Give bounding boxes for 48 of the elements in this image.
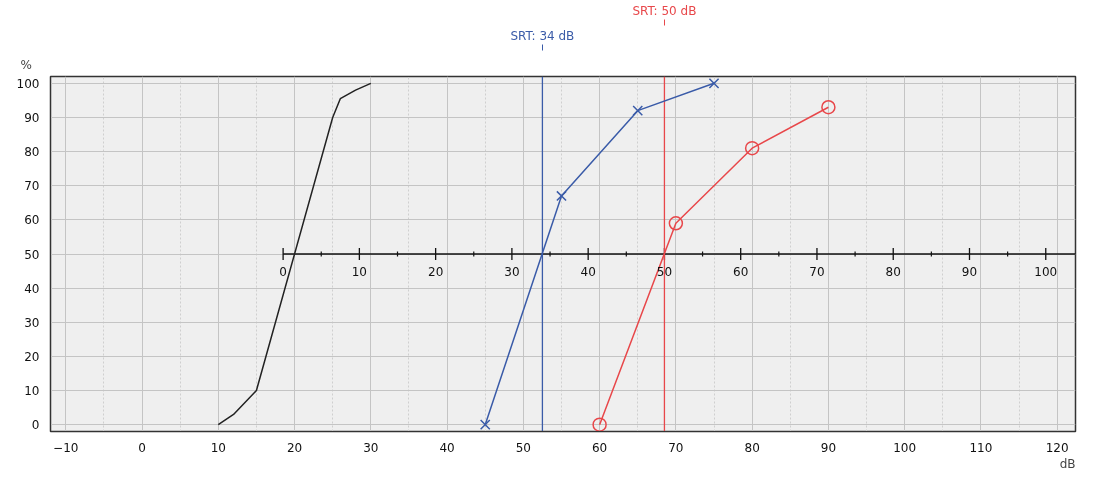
x2-tick-label: 100 [1034, 265, 1058, 279]
x-tick-label: 110 [969, 440, 993, 455]
ref-line-label: SRT: 34 dB [510, 28, 575, 43]
y-axis-title: % [20, 57, 32, 72]
y-tick-label: 100 [16, 76, 40, 91]
x-tick-label: 20 [286, 440, 303, 455]
point [668, 216, 684, 231]
x-tick-label: 10 [210, 440, 226, 455]
y-tick-label: 90 [24, 110, 40, 125]
x-tick-label: 50 [515, 440, 531, 455]
point [556, 190, 567, 202]
x-tick-label: 100 [893, 440, 917, 455]
x-axis-title: dB [1059, 456, 1076, 471]
x2-tick-label: 20 [428, 265, 444, 279]
x2-tick-label: 10 [351, 265, 368, 279]
x-tick-label: 0 [138, 440, 146, 455]
y-tick-label: 20 [24, 349, 40, 364]
point [592, 417, 607, 432]
x-tick-label: −10 [53, 440, 79, 455]
x-tick-label: 30 [363, 440, 379, 455]
x2-tick-label: 0 [279, 265, 287, 279]
x2-tick-label: 90 [961, 265, 978, 279]
x-tick-label: 80 [744, 440, 760, 455]
x-tick-label: 40 [439, 440, 455, 455]
x2-tick-label: 40 [580, 265, 596, 279]
x2-tick-label: 30 [504, 265, 520, 279]
line-series [217, 82, 372, 426]
x-tick-label: 60 [591, 440, 608, 455]
y-tick-label: 40 [24, 281, 40, 296]
point [708, 77, 720, 89]
y-tick-label: 30 [24, 315, 40, 330]
point [821, 99, 836, 115]
x2-tick-label: 80 [885, 265, 901, 279]
y-tick-label: 0 [31, 418, 40, 433]
ref-line-label: SRT: 50 dB [632, 3, 697, 18]
x-tick-label: 120 [1045, 440, 1069, 455]
point [744, 140, 760, 156]
y-tick-label: 80 [24, 145, 40, 160]
y-tick-label: 60 [24, 213, 40, 228]
y-tick-label: 10 [24, 384, 40, 399]
x2-tick-label: 60 [733, 265, 749, 279]
x2-tick-label: 70 [809, 265, 825, 279]
x-tick-label: 70 [668, 440, 684, 455]
x-tick-label: 90 [820, 440, 837, 455]
point [479, 419, 491, 431]
y-tick-label: 50 [24, 247, 40, 262]
point [632, 105, 644, 116]
y-tick-label: 70 [24, 179, 40, 194]
